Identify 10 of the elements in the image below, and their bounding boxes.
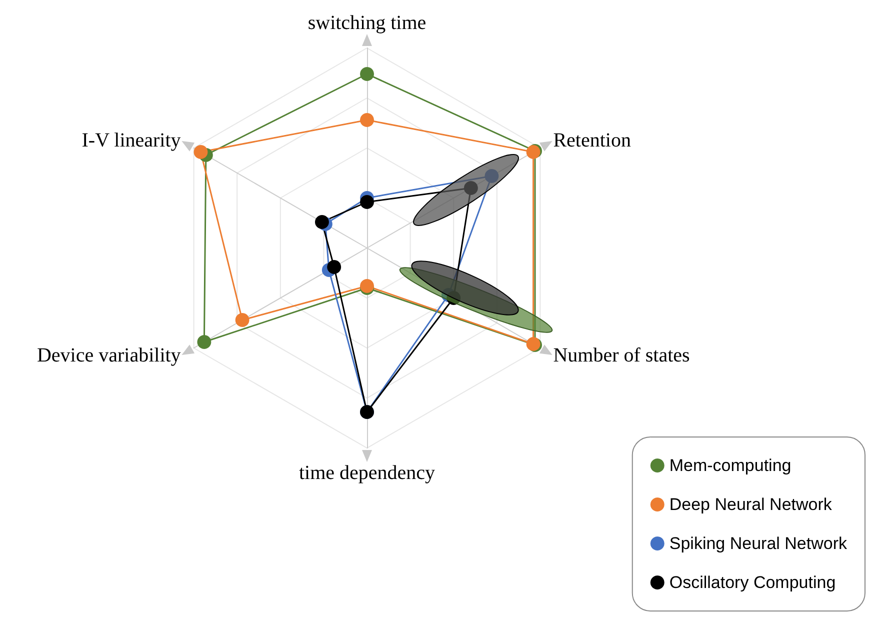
spoke-label: switching time (308, 12, 426, 34)
spoke-label: time dependency (298, 462, 436, 484)
spoke-label: I-V linearity (82, 130, 181, 152)
legend-label: Oscillatory Computing (669, 573, 836, 592)
legend-label: Mem-computing (669, 456, 792, 475)
legend-label: Deep Neural Network (669, 495, 832, 514)
legend-label: Spiking Neural Network (669, 534, 848, 553)
spoke-label: Device variability (36, 344, 181, 366)
spoke-label: Retention (553, 130, 631, 152)
spoke-label: Number of states (553, 344, 690, 366)
